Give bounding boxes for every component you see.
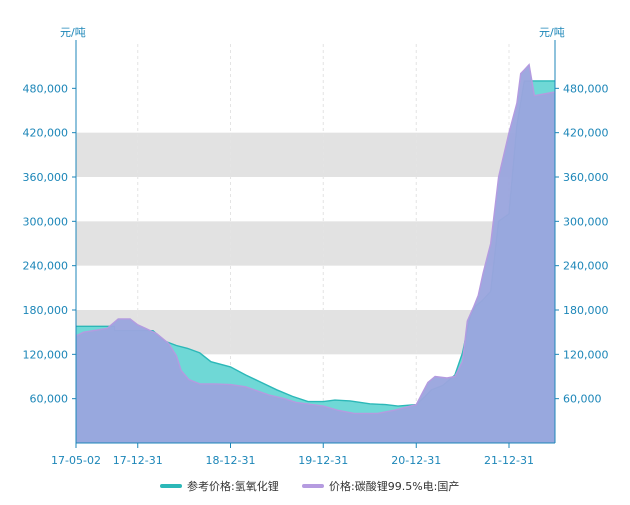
y-tick-label-right: 480,000: [563, 82, 609, 95]
x-tick-label: 19-12-31: [298, 454, 348, 467]
series-area: [76, 80, 555, 444]
x-tick-label: 17-12-31: [113, 454, 163, 467]
y-tick-labels: 60,000 60,000 120,000 120,000 180,000 180,000…: [23, 82, 609, 405]
axes: [75, 40, 556, 444]
x-tick-label: 17-05-02: [51, 454, 101, 467]
legend-swatch: [160, 484, 182, 488]
y-tick-label-left: 300,000: [23, 215, 69, 228]
y-tick-label-left: 180,000: [23, 304, 69, 317]
x-tick-label: 18-12-31: [206, 454, 256, 467]
x-tick-labels: 17-05-02 17-12-31 18-12-31 19-12-31 20-12-31…: [51, 443, 534, 467]
y-tick-label-right: 300,000: [563, 215, 609, 228]
y-tick-label-right: 420,000: [563, 127, 609, 140]
y-tick-label-right: 60,000: [563, 393, 602, 406]
y-tick-label-left: 360,000: [23, 171, 69, 184]
y-tick-label-left: 240,000: [23, 260, 69, 273]
series-area: [76, 64, 555, 443]
y-tick-label-left: 60,000: [30, 393, 69, 406]
y-tick-label-right: 180,000: [563, 304, 609, 317]
legend-label: 价格:碳酸锂99.5%电:国产: [329, 479, 459, 493]
y-unit-left: 元/吨: [60, 26, 86, 39]
y-tick-label-left: 480,000: [23, 82, 69, 95]
y-tick-label-left: 120,000: [23, 348, 69, 361]
series-line: [75, 63, 556, 415]
y-tick-label-right: 120,000: [563, 348, 609, 361]
legend-label: 参考价格:氢氧化锂: [187, 479, 279, 493]
legend[interactable]: 参考价格:氢氧化锂 价格:碳酸锂99.5%电:国产: [160, 479, 459, 493]
y-tick-label-left: 420,000: [23, 127, 69, 140]
y-unit-right: 元/吨: [539, 26, 565, 39]
x-tick-label: 20-12-31: [391, 454, 441, 467]
legend-swatch: [302, 484, 324, 488]
y-tick-label-right: 360,000: [563, 171, 609, 184]
band: [76, 132, 555, 177]
series-areas: [75, 63, 556, 444]
x-tick-label: 21-12-31: [484, 454, 534, 467]
band: [76, 221, 555, 266]
y-tick-label-right: 240,000: [563, 260, 609, 273]
